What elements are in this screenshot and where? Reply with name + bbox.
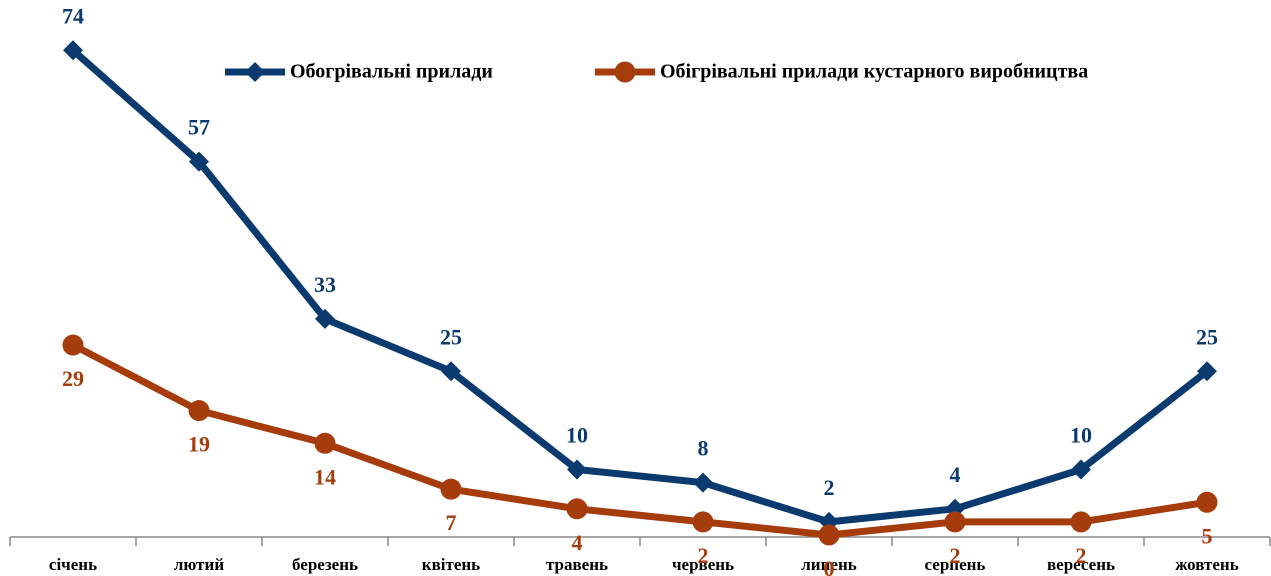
data-label: 5 xyxy=(1202,523,1213,548)
x-tick-label: квітень xyxy=(422,555,480,574)
data-label: 19 xyxy=(188,432,210,457)
point-marker xyxy=(63,40,83,61)
point-marker xyxy=(567,459,587,480)
point-marker xyxy=(944,511,966,533)
data-label: 2 xyxy=(824,475,835,500)
x-tick-label: вересень xyxy=(1047,555,1115,574)
data-label: 0 xyxy=(824,556,835,576)
data-label: 14 xyxy=(314,464,336,489)
point-marker xyxy=(693,472,713,493)
data-label: 4 xyxy=(572,530,583,555)
point-marker xyxy=(62,334,84,356)
data-label: 57 xyxy=(188,115,210,140)
point-marker xyxy=(315,308,335,329)
data-label: 33 xyxy=(314,272,336,297)
legend-label: Обігрівальні прилади кустарного виробниц… xyxy=(660,61,1088,83)
point-marker xyxy=(188,400,210,422)
data-label: 29 xyxy=(62,366,84,391)
data-label: 4 xyxy=(950,462,961,487)
data-label: 10 xyxy=(1070,423,1092,448)
data-label: 2 xyxy=(950,543,961,568)
data-label: 74 xyxy=(62,3,84,28)
legend-marker xyxy=(614,61,636,83)
x-tick-label: лютий xyxy=(174,555,224,574)
data-label: 2 xyxy=(1076,543,1087,568)
x-tick-label: серпень xyxy=(925,555,986,574)
legend-marker xyxy=(245,62,265,82)
point-marker xyxy=(1070,511,1092,533)
point-marker xyxy=(566,498,588,520)
x-tick-label: жовтень xyxy=(1175,555,1238,574)
x-tick-label: березень xyxy=(292,555,358,574)
point-marker xyxy=(1197,361,1217,382)
point-marker xyxy=(189,151,209,172)
legend-label: Обогрівальні прилади xyxy=(290,61,493,83)
data-label: 8 xyxy=(698,436,709,461)
point-marker xyxy=(1071,459,1091,480)
data-label: 2 xyxy=(698,543,709,568)
x-tick-label: липень xyxy=(801,555,856,574)
x-tick-label: січень xyxy=(49,555,97,574)
point-marker xyxy=(440,478,462,500)
point-marker xyxy=(1196,491,1218,513)
data-label: 25 xyxy=(440,324,462,349)
series-line xyxy=(71,341,1208,539)
point-marker xyxy=(314,432,336,454)
data-label: 10 xyxy=(566,423,588,448)
point-marker xyxy=(692,511,714,533)
point-marker xyxy=(441,361,461,382)
x-tick-label: травень xyxy=(546,555,608,574)
data-label: 25 xyxy=(1196,324,1218,349)
x-tick-label: червень xyxy=(672,555,734,574)
point-marker xyxy=(818,524,840,546)
series-line xyxy=(70,47,1210,526)
data-label: 7 xyxy=(446,510,457,535)
